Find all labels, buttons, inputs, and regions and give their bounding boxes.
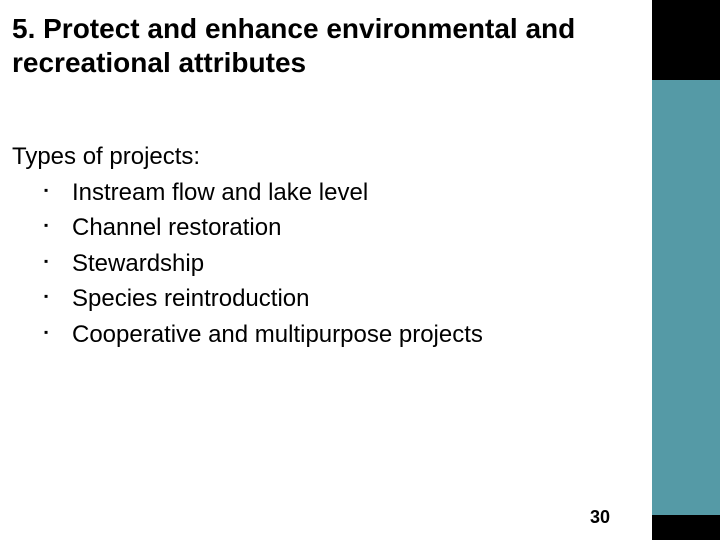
project-list: Instream flow and lake level Channel res…	[44, 176, 632, 352]
side-band	[652, 0, 720, 540]
side-band-teal	[652, 80, 720, 515]
body-lead: Types of projects:	[12, 140, 632, 174]
page-number: 30	[590, 507, 610, 528]
list-item: Stewardship	[44, 247, 632, 281]
list-item: Instream flow and lake level	[44, 176, 632, 210]
slide: 5. Protect and enhance environmental and…	[0, 0, 720, 540]
list-item: Channel restoration	[44, 211, 632, 245]
slide-body: Types of projects: Instream flow and lak…	[12, 140, 632, 354]
slide-title: 5. Protect and enhance environmental and…	[12, 12, 632, 79]
list-item: Species reintroduction	[44, 282, 632, 316]
list-item: Cooperative and multipurpose projects	[44, 318, 632, 352]
